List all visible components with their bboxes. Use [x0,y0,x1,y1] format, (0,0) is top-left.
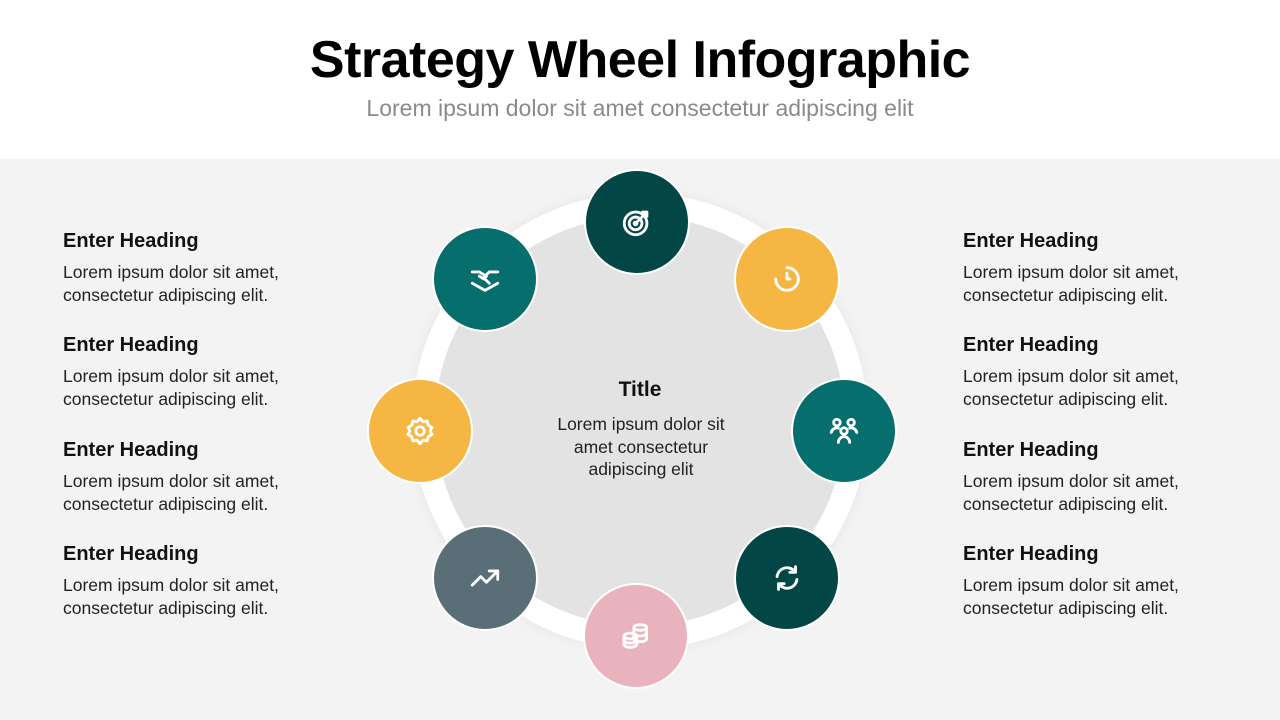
item-heading: Enter Heading [63,334,199,356]
left-item-1: Enter Heading Lorem ipsum dolor sit amet,… [63,230,363,307]
item-text: Lorem ipsum dolor sit amet, consectetur … [963,575,1179,618]
left-item-4: Enter Heading Lorem ipsum dolor sit amet,… [63,543,363,620]
item-text: Lorem ipsum dolor sit amet, consectetur … [963,262,1179,305]
trend-up-icon [470,569,500,587]
wheel-node-target [584,169,690,275]
item-text: Lorem ipsum dolor sit amet, consectetur … [63,262,279,305]
wheel-node-handshake [432,226,538,332]
header: Strategy Wheel Infographic Lorem ipsum d… [0,0,1280,159]
item-heading: Enter Heading [963,439,1099,461]
right-item-3: Enter Heading Lorem ipsum dolor sit amet,… [963,439,1263,516]
timer-icon [774,266,800,292]
refresh-icon [775,565,799,591]
wheel-node-trend [432,525,538,631]
item-text: Lorem ipsum dolor sit amet, consectetur … [63,575,279,618]
right-item-1: Enter Heading Lorem ipsum dolor sit amet,… [963,230,1263,307]
coins-icon [622,623,649,649]
gear-icon [406,416,434,446]
left-item-3: Enter Heading Lorem ipsum dolor sit amet,… [63,439,363,516]
handshake-icon [470,270,500,292]
page-subtitle: Lorem ipsum dolor sit amet consectetur a… [366,95,914,121]
item-heading: Enter Heading [963,230,1099,252]
item-text: Lorem ipsum dolor sit amet, consectetur … [63,471,279,514]
right-item-4: Enter Heading Lorem ipsum dolor sit amet,… [963,543,1263,620]
item-heading: Enter Heading [963,543,1099,565]
target-icon [622,210,649,237]
item-heading: Enter Heading [963,334,1099,356]
item-heading: Enter Heading [63,543,199,565]
item-text: Lorem ipsum dolor sit amet, consectetur … [63,366,279,409]
center-title: Title [618,378,662,401]
center-text: Lorem ipsum dolor sit amet consectetur a… [557,414,725,479]
page-title: Strategy Wheel Infographic [309,31,971,89]
right-item-2: Enter Heading Lorem ipsum dolor sit amet,… [963,334,1263,411]
wheel-node-timer [734,226,840,332]
item-text: Lorem ipsum dolor sit amet, consectetur … [963,471,1179,514]
wheel-node-team [791,378,897,484]
team-icon [829,417,859,444]
wheel-node-refresh [734,525,840,631]
wheel-node-gear [367,378,473,484]
wheel-node-coins [583,583,689,689]
item-text: Lorem ipsum dolor sit amet, consectetur … [963,366,1179,409]
item-heading: Enter Heading [63,439,199,461]
item-heading: Enter Heading [63,230,199,252]
left-item-2: Enter Heading Lorem ipsum dolor sit amet,… [63,334,363,411]
